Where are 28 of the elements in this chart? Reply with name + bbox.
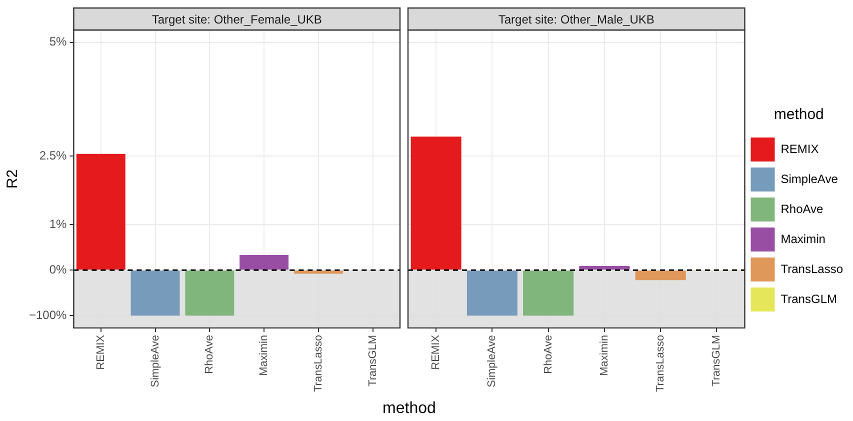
- y-tick-label: 2.5%: [39, 148, 68, 163]
- y-tick-label: −100%: [28, 308, 68, 322]
- legend-label: TransGLM: [780, 292, 837, 306]
- x-tick-label: REMIX: [94, 334, 107, 370]
- legend-label: SimpleAve: [780, 172, 838, 186]
- legend-label: RhoAve: [780, 202, 824, 216]
- x-tick-label: Maximin: [598, 334, 610, 376]
- x-tick-label: TransLasso: [312, 334, 324, 392]
- x-tick-label: REMIX: [430, 334, 442, 370]
- legend-label: Maximin: [780, 232, 826, 246]
- y-tick-label: 1%: [49, 216, 68, 231]
- x-tick-label: SimpleAve: [149, 334, 162, 388]
- x-tick-label: TransLasso: [654, 334, 667, 392]
- y-tick-label: 5%: [49, 34, 68, 49]
- legend-label: TransLasso: [780, 262, 844, 276]
- x-tick-label: SimpleAve: [486, 334, 498, 388]
- x-tick-label: TransGLM: [366, 334, 379, 386]
- chart-title: Target site: Other_Male_UKB: [498, 12, 654, 26]
- x-tick-label: TransGLM: [710, 334, 723, 386]
- y-tick-label: 0%: [49, 262, 68, 276]
- x-tick-label: RhoAve: [542, 334, 554, 374]
- y-axis-title: R2: [4, 169, 22, 189]
- x-axis-title: method: [382, 400, 437, 418]
- legend-title: method: [774, 106, 824, 124]
- x-tick-label: Maximin: [258, 334, 270, 376]
- x-tick-label: RhoAve: [204, 334, 216, 374]
- chart-title: Target site: Other_Female_UKB: [152, 12, 322, 26]
- legend-label: REMIX: [780, 142, 819, 156]
